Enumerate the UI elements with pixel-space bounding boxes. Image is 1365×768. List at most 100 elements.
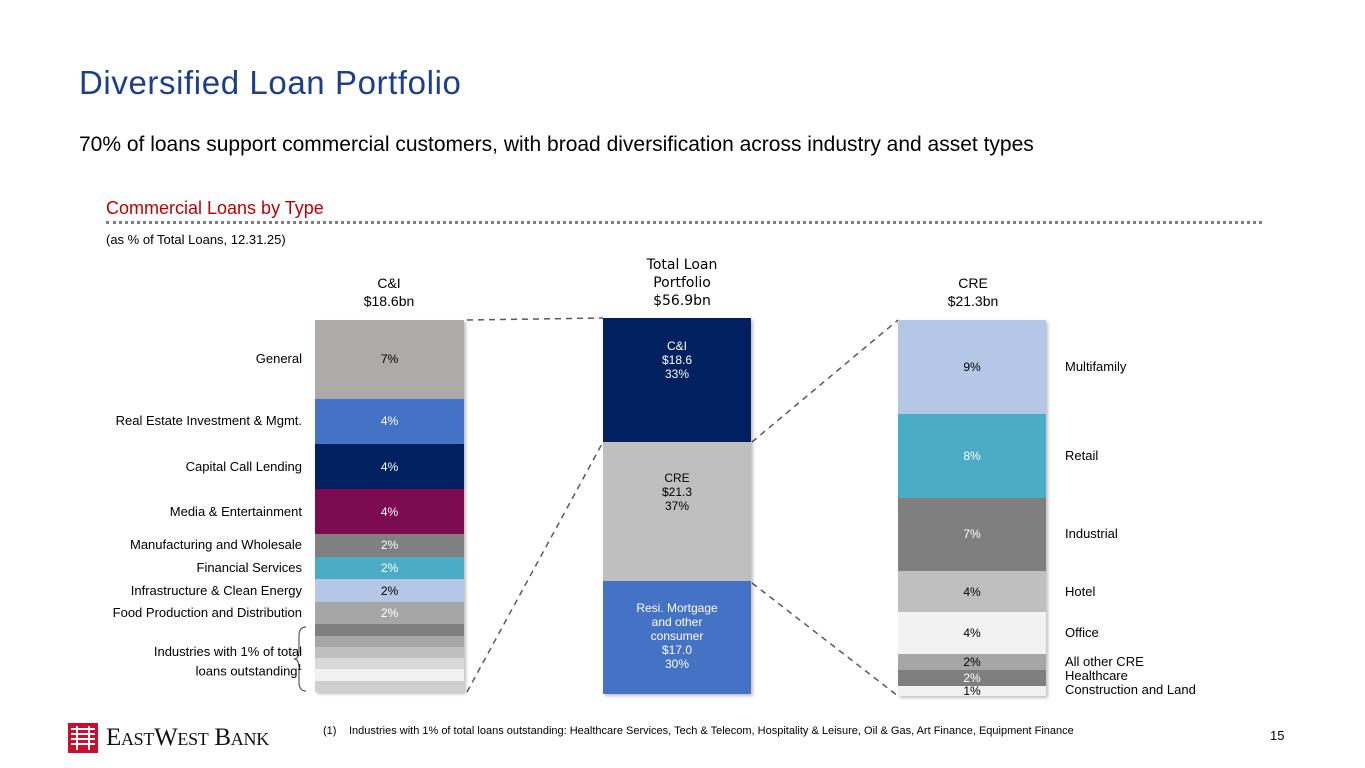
section-title: Commercial Loans by Type	[106, 198, 324, 218]
cre-label-multifamily: Multifamily	[1065, 359, 1127, 374]
ci-segment-value-label: 2%	[315, 606, 464, 620]
ci-segment-value-label: 4%	[315, 460, 464, 474]
total-header-line1: Total Loan	[646, 257, 718, 273]
ci-segment-infrastructure-clean-energy	[315, 579, 464, 603]
bracket-label-line1: Industries with 1% of total	[153, 644, 302, 659]
ci-segment-general	[315, 320, 464, 400]
cre-segment-label-line: 8%	[963, 448, 981, 463]
ci-label-media-entertainment: Media & Entertainment	[169, 503, 302, 519]
cre-segment-value-label: 1%	[898, 684, 1046, 698]
eastwest-logo-icon	[68, 723, 98, 753]
cre-label-office: Office	[1065, 625, 1099, 641]
cre-segment-value-label: 2%	[898, 671, 1046, 685]
cre-header-line2: $21.3bn	[947, 293, 999, 309]
cre-label-construction-and-land: Construction and Land	[1065, 682, 1196, 697]
one-percent-bracket-label: Industries with 1% of total loans outsta…	[154, 644, 302, 679]
cre-segment-label-line: 1%	[963, 683, 981, 698]
ci-segment-manufacturing-and-wholesale	[315, 534, 464, 558]
cre-segment-label-line: 2%	[963, 670, 981, 685]
ci-segment-label-line: 2%	[380, 606, 399, 621]
ci-bottom-connector	[466, 441, 604, 693]
cre-label-healthcare: Healthcare	[1065, 668, 1128, 683]
ci-segment-label-line: 4%	[380, 504, 399, 519]
total-segment-c-i	[603, 318, 751, 443]
ci-stacked-bar: 7% 4% 4% 4% 2% 2% 2% 2%	[315, 320, 464, 693]
ci-segment-real-estate-investment-mgmt	[315, 398, 464, 445]
total-segment-cre	[603, 442, 751, 582]
total-segment-value-label: C&I $18.6 33%	[603, 339, 751, 381]
total-segment-label-line: C&I	[666, 339, 687, 354]
ci-segment-value-label: 2%	[315, 584, 464, 598]
ci-segment-media-entertainment	[315, 489, 464, 535]
cre-bottom-connector	[751, 582, 899, 697]
page-subtitle: 70% of loans support commercial customer…	[79, 133, 1034, 156]
cre-segment-multifamily	[898, 320, 1046, 415]
ci-label-general: General	[255, 351, 302, 367]
cre-segment-value-label: 2%	[898, 655, 1046, 669]
cre-segment-value-label: 4%	[898, 585, 1046, 599]
total-segment-label-line: $18.6	[661, 353, 693, 368]
cre-segment-construction-and-land	[898, 685, 1046, 697]
ci-segment-art-finance	[315, 669, 464, 682]
ci-segment-label-line: 2%	[380, 561, 399, 575]
cre-label-all-other-cre: All other CRE	[1065, 654, 1144, 669]
cre-segment-retail	[898, 414, 1046, 499]
total-segment-label-line: CRE	[664, 470, 690, 485]
cre-segment-label-line: 2%	[963, 655, 981, 670]
ci-segment-tech-telecom	[315, 635, 464, 648]
total-segment-resi-mortgage	[603, 581, 751, 695]
cre-top-connector	[751, 319, 899, 443]
ci-segment-value-label: 4%	[315, 505, 464, 519]
section-divider	[106, 221, 1262, 224]
cre-segment-value-label: 9%	[898, 360, 1046, 374]
ci-segment-label-line: 4%	[380, 414, 399, 429]
ci-segment-value-label: 4%	[315, 414, 464, 428]
cre-segment-value-label: 4%	[898, 626, 1046, 640]
cre-segment-label-line: 4%	[963, 626, 981, 641]
section-note: (as % of Total Loans, 12.31.25)	[106, 232, 286, 247]
total-segment-label-line: $17.0	[661, 643, 693, 658]
cre-segment-healthcare	[898, 669, 1046, 687]
ci-segment-value-label: 2%	[315, 538, 464, 552]
cre-segment-label-line: 7%	[963, 527, 981, 542]
cre-segment-label-line: 9%	[963, 360, 981, 374]
cre-stacked-bar: 9% 8% 7% 4% 4% 2% 2% 1%	[898, 320, 1046, 698]
total-segment-value-label: CRE $21.3 37%	[603, 471, 751, 513]
bracket-label-line2: loans outstanding1	[154, 660, 302, 679]
ci-column-header: C&I $18.6bn	[309, 274, 469, 310]
ci-segment-financial-services	[315, 556, 464, 580]
cre-label-industrial: Industrial	[1065, 526, 1118, 542]
total-header-line2: Portfolio	[653, 275, 711, 291]
cre-segment-label-line: 4%	[963, 584, 981, 599]
footnote-text: Industries with 1% of total loans outsta…	[349, 725, 1074, 737]
ci-segment-oil-gas	[315, 658, 464, 670]
ci-top-connector	[466, 317, 604, 321]
ci-label-financial-services: Financial Services	[196, 560, 303, 575]
page-title: Diversified Loan Portfolio	[79, 64, 462, 101]
ci-segment-hospitality-leisure	[315, 646, 464, 659]
cre-segment-value-label: 7%	[898, 527, 1046, 541]
ci-label-infrastructure-clean-energy: Infrastructure & Clean Energy	[130, 582, 302, 598]
ci-segment-label-line: 2%	[380, 538, 399, 553]
cre-segment-value-label: 8%	[898, 449, 1046, 463]
total-segment-label-line: 37%	[664, 498, 690, 513]
total-segment-label-line: and other	[651, 615, 703, 630]
cre-segment-all-other-cre	[898, 654, 1046, 671]
total-column-header: Total Loan Portfolio $56.9bn	[602, 256, 762, 310]
cre-segment-office	[898, 612, 1046, 655]
page-number: 15	[1270, 728, 1285, 743]
ci-segment-equipment-finance	[315, 680, 464, 693]
bracket-footnote-ref: 1	[297, 663, 302, 672]
total-segment-label-line: consumer	[650, 629, 704, 644]
total-header-line3: $56.9bn	[653, 293, 711, 309]
ci-segment-capital-call-lending	[315, 444, 464, 490]
footnote: (1) Industries with 1% of total loans out…	[323, 725, 1074, 737]
ci-segment-food-production-and-distribution	[315, 601, 464, 625]
cre-segment-hotel	[898, 570, 1046, 613]
ci-segment-label-line: 2%	[380, 583, 399, 598]
total-segment-label-line: $21.3	[661, 484, 693, 499]
total-segment-label-line: 33%	[664, 367, 690, 382]
ci-header-line2: $18.6bn	[363, 293, 415, 309]
ci-segment-value-label: 7%	[315, 352, 464, 366]
